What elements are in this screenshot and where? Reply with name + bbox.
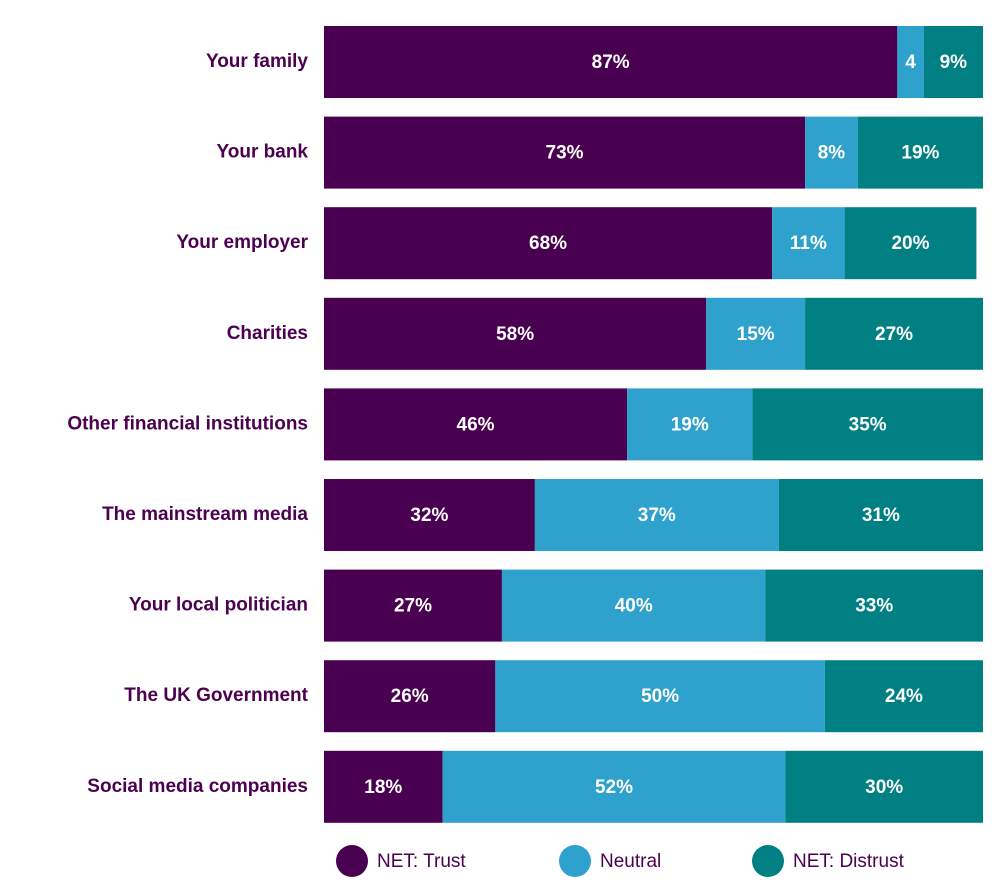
legend-swatch (559, 845, 591, 877)
bar-segment (324, 660, 496, 733)
value-label: 4 (905, 52, 916, 73)
value-label: 11% (790, 233, 827, 254)
bar-segment (324, 479, 535, 551)
bar-segment (324, 297, 707, 370)
category-label: Your family (206, 51, 308, 72)
bar-segment (627, 388, 753, 461)
value-label: 19% (901, 143, 939, 164)
bar-segment (857, 116, 983, 189)
value-label: 8% (818, 143, 846, 164)
legend-label: NET: Distrust (793, 851, 905, 872)
category-label: Other financial institutions (67, 413, 308, 434)
value-label: 26% (391, 686, 429, 707)
bar-segment (324, 26, 898, 98)
value-label: 20% (891, 233, 929, 254)
value-label: 37% (638, 505, 676, 526)
bar-segment (706, 297, 806, 370)
bar-segment (765, 569, 983, 642)
value-label: 50% (641, 686, 679, 707)
bar-segment (442, 750, 786, 823)
value-label: 40% (615, 596, 653, 617)
value-label: 19% (671, 414, 709, 435)
bar-segment (785, 750, 983, 823)
value-label: 9% (940, 52, 968, 73)
value-label: 87% (592, 52, 630, 73)
value-label: 15% (737, 324, 775, 345)
legend-swatch (336, 845, 368, 877)
category-label: Your local politician (129, 595, 308, 616)
value-label: 18% (364, 777, 402, 798)
value-label: 31% (862, 505, 900, 526)
value-label: 33% (855, 596, 893, 617)
bar-segment (752, 388, 983, 461)
category-label: The UK Government (124, 685, 308, 706)
bar-segment (324, 750, 443, 823)
value-label: 35% (849, 414, 887, 435)
category-label: Social media companies (87, 776, 308, 797)
legend-swatch (752, 845, 784, 877)
category-label: The mainstream media (102, 504, 308, 525)
bar-segment (534, 479, 779, 551)
value-label: 24% (885, 686, 923, 707)
value-label: 32% (410, 505, 448, 526)
value-label: 46% (457, 414, 495, 435)
bar-segment (501, 569, 766, 642)
bar-segment (324, 388, 628, 461)
bar-segment (324, 569, 502, 642)
bar-segment (824, 660, 983, 733)
bar-segment (923, 26, 983, 98)
value-label: 73% (546, 143, 584, 164)
bar-segment (805, 297, 983, 370)
bar-segment (324, 116, 806, 189)
value-label: 30% (865, 777, 903, 798)
category-label: Your bank (217, 142, 309, 163)
bar-segment (844, 207, 977, 280)
legend-label: Neutral (600, 851, 661, 872)
value-label: 52% (595, 777, 633, 798)
value-label: 27% (875, 324, 913, 345)
value-label: 58% (496, 324, 534, 345)
bar-segment (495, 660, 825, 733)
category-label: Charities (227, 323, 308, 344)
bar-segment (897, 26, 924, 98)
bar-segment (324, 207, 773, 280)
category-label: Your employer (176, 232, 308, 253)
bar-segment (805, 116, 858, 189)
value-label: 68% (529, 233, 567, 254)
value-label: 27% (394, 596, 432, 617)
bar-segment (772, 207, 845, 280)
bar-segment (778, 479, 983, 551)
legend-label: NET: Trust (377, 851, 466, 872)
